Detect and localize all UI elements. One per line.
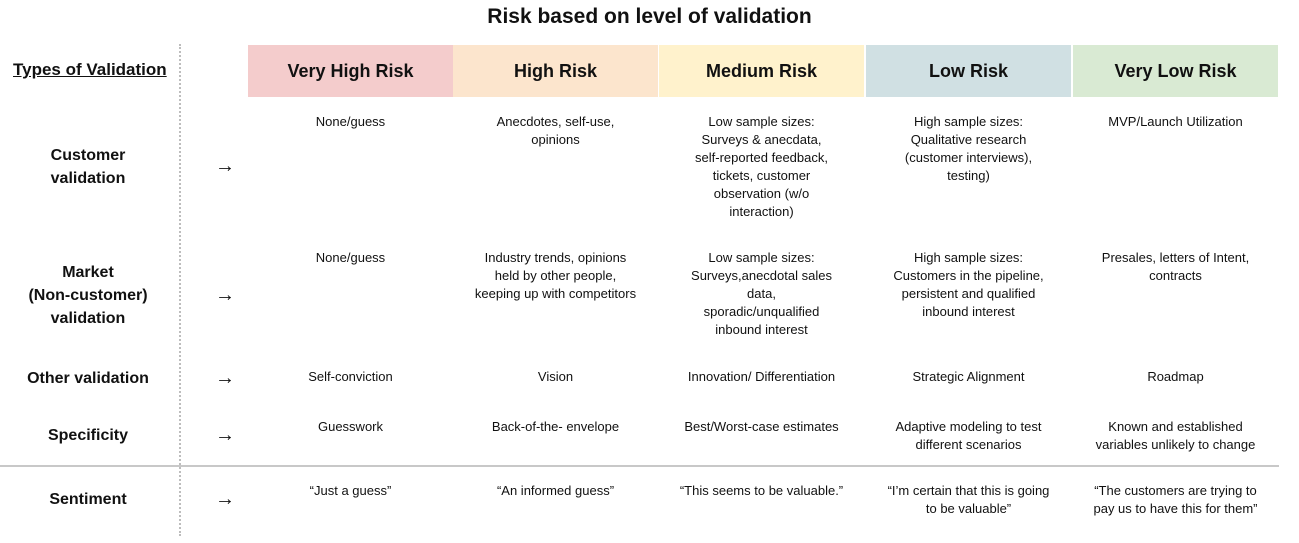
table-cell: Innovation/ Differentiation <box>687 369 836 384</box>
table-cell: Low sample sizes: Surveys,anecdotal sale… <box>691 250 832 337</box>
row-label: Market (Non-customer) validation <box>28 263 148 327</box>
table-cell: Best/Worst-case estimates <box>684 419 839 434</box>
arrow-icon: → <box>215 155 235 177</box>
row-label: Sentiment <box>49 490 127 508</box>
risk-level-header-3: Low Risk <box>866 45 1071 97</box>
table-cell: High sample sizes: Customers in the pipe… <box>893 250 1044 319</box>
row-label: Specificity <box>47 426 129 444</box>
risk-level-header-4: Very Low Risk <box>1073 45 1278 97</box>
table-cell: Presales, letters of Intent, contracts <box>1101 250 1250 283</box>
table-cell: Strategic Alignment <box>912 369 1025 384</box>
row-label: Customer validation <box>50 146 126 187</box>
table-cell: “I’m certain that this is going to be va… <box>887 483 1050 516</box>
risk-level-header-2: Medium Risk <box>659 45 864 97</box>
arrow-icon: → <box>215 283 235 306</box>
arrow-icon: → <box>215 423 235 446</box>
sentiment-divider <box>0 465 1279 467</box>
table-cell: Industry trends, opinions held by other … <box>474 250 637 301</box>
table-cell: “This seems to be valuable.” <box>679 483 844 498</box>
table-cell: “Just a guess” <box>309 483 392 498</box>
table-cell: Low sample sizes: Surveys & anecdata, se… <box>695 114 828 219</box>
table-cell: Anecdotes, self-use, opinions <box>496 114 615 147</box>
table-cell: Vision <box>537 369 574 384</box>
arrow-icon: → <box>215 487 235 510</box>
table-cell: Back-of-the- envelope <box>491 419 620 434</box>
table-cell: Guesswork <box>317 419 384 434</box>
risk-level-header-1: High Risk <box>453 45 658 97</box>
types-of-validation-header: Types of Validation <box>13 60 167 79</box>
table-cell: Known and established variables unlikely… <box>1095 419 1256 452</box>
table-cell: “The customers are trying to pay us to h… <box>1093 483 1258 516</box>
table-cell: Roadmap <box>1147 369 1204 384</box>
dotted-divider <box>179 44 181 536</box>
row-label: Other validation <box>27 369 149 387</box>
table-cell: None/guess <box>315 114 386 129</box>
table-cell: Adaptive modeling to test different scen… <box>895 419 1042 452</box>
table-cell: MVP/Launch Utilization <box>1108 114 1243 129</box>
table-cell: “An informed guess” <box>496 483 615 498</box>
risk-level-header-0: Very High Risk <box>248 45 453 97</box>
table-cell: Self-conviction <box>308 369 393 384</box>
table-cell: High sample sizes: Qualitative research … <box>904 114 1033 183</box>
diagram-title: Risk based on level of validation <box>487 5 812 28</box>
arrow-icon: → <box>215 366 235 389</box>
table-cell: None/guess <box>315 250 386 265</box>
